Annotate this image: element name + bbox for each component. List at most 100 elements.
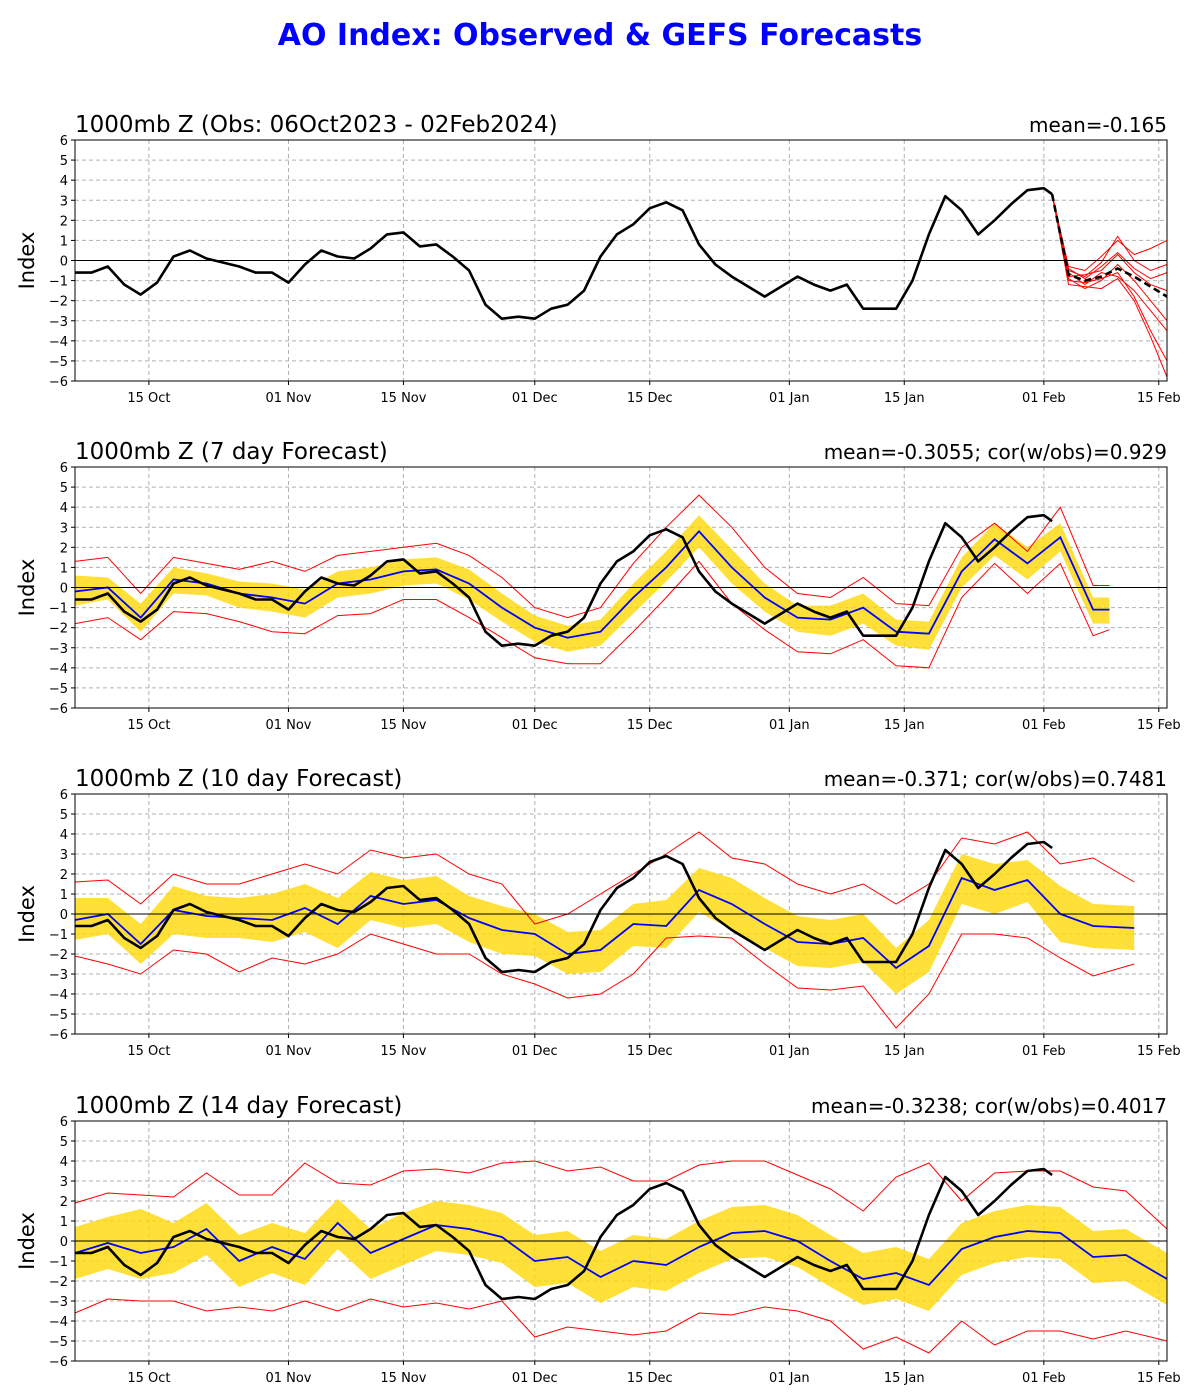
y-tick-label: −3	[49, 642, 68, 657]
panel-stat: mean=-0.371; cor(w/obs)=0.7481	[824, 767, 1167, 791]
x-tick-label: 15 Oct	[127, 391, 170, 406]
y-tick-label: −4	[49, 662, 68, 677]
x-tick-label: 15 Dec	[627, 1371, 673, 1386]
y-axis-label: Index	[15, 1212, 39, 1270]
y-tick-label: −1	[49, 602, 68, 617]
y-tick-label: 3	[60, 194, 68, 209]
panel-stat: mean=-0.165	[1029, 113, 1167, 137]
y-tick-label: 3	[60, 521, 68, 536]
y-tick-label: −2	[49, 948, 68, 963]
ensemble-member-line	[1051, 194, 1168, 272]
x-tick-label: 15 Dec	[627, 718, 673, 733]
x-tick-label: 01 Dec	[512, 718, 558, 733]
y-tick-label: −4	[49, 988, 68, 1003]
y-tick-label: −5	[49, 1008, 68, 1023]
panel-stat: mean=-0.3055; cor(w/obs)=0.929	[824, 440, 1167, 464]
y-tick-label: 6	[60, 1115, 68, 1130]
y-tick-label: 1	[60, 1215, 68, 1230]
y-tick-label: −3	[49, 968, 68, 983]
ensemble-spread-band	[75, 1199, 1167, 1311]
observed-ao-line	[75, 513, 1053, 647]
y-tick-label: −2	[49, 622, 68, 637]
x-tick-label: 01 Nov	[265, 1371, 311, 1386]
x-tick-label: 15 Jan	[884, 718, 925, 733]
ensemble-mean-line	[74, 529, 1110, 639]
y-tick-label: −6	[49, 702, 68, 717]
x-tick-label: 01 Feb	[1022, 1044, 1066, 1059]
y-tick-label: −6	[49, 375, 68, 390]
y-tick-label: 6	[60, 134, 68, 149]
x-tick-label: 15 Jan	[884, 391, 925, 406]
panel-observed: 1000mb Z (Obs: 06Oct2023 - 02Feb2024) me…	[15, 112, 1181, 406]
page-title: AO Index: Observed & GEFS Forecasts	[277, 18, 923, 53]
x-tick-label: 01 Dec	[512, 1371, 558, 1386]
y-tick-label: −1	[49, 275, 68, 290]
y-axis-label: Index	[15, 885, 39, 943]
y-tick-label: −1	[49, 928, 68, 943]
ensemble-mean-dashed-line	[1050, 193, 1168, 298]
x-tick-label: 15 Dec	[627, 391, 673, 406]
y-tick-label: 1	[60, 234, 68, 249]
y-tick-label: 5	[60, 481, 68, 496]
x-tick-label: 01 Nov	[265, 391, 311, 406]
x-tick-label: 15 Nov	[380, 718, 426, 733]
observed-ao-line	[75, 1167, 1053, 1301]
y-tick-label: 4	[60, 501, 68, 516]
x-tick-label: 15 Jan	[884, 1371, 925, 1386]
ensemble-max-line	[74, 1160, 1168, 1230]
x-tick-label: 15 Nov	[380, 391, 426, 406]
y-tick-label: 1	[60, 561, 68, 576]
y-tick-label: −6	[49, 1028, 68, 1043]
ensemble-member-line	[1051, 194, 1168, 362]
x-tick-label: 15 Feb	[1137, 718, 1181, 733]
y-tick-label: 3	[60, 1175, 68, 1190]
ensemble-member-line	[1051, 194, 1168, 332]
ensemble-spread-band	[75, 854, 1135, 994]
panel-title: 1000mb Z (10 day Forecast)	[75, 766, 402, 792]
ensemble-member-line	[1051, 194, 1168, 292]
panel-stat: mean=-0.3238; cor(w/obs)=0.4017	[811, 1094, 1167, 1118]
ensemble-min-line	[74, 933, 1135, 1029]
observed-ao-line	[75, 840, 1053, 974]
x-tick-label: 01 Jan	[769, 1044, 810, 1059]
y-tick-label: −4	[49, 1315, 68, 1330]
y-tick-label: 2	[60, 868, 68, 883]
y-tick-label: −5	[49, 682, 68, 697]
panel-10-day-forecast: 1000mb Z (10 day Forecast) mean=-0.371; …	[15, 766, 1181, 1059]
panel-7-day-forecast: 1000mb Z (7 day Forecast) mean=-0.3055; …	[15, 439, 1181, 733]
y-tick-label: 2	[60, 214, 68, 229]
x-tick-label: 01 Feb	[1022, 391, 1066, 406]
x-tick-label: 15 Oct	[127, 1044, 170, 1059]
ensemble-max-line	[74, 494, 1110, 619]
x-tick-label: 15 Feb	[1137, 391, 1181, 406]
x-tick-label: 15 Nov	[380, 1044, 426, 1059]
y-tick-label: −4	[49, 335, 68, 350]
panel-title: 1000mb Z (7 day Forecast)	[75, 439, 388, 465]
x-tick-label: 15 Oct	[127, 1371, 170, 1386]
x-tick-label: 15 Feb	[1137, 1044, 1181, 1059]
y-tick-label: −2	[49, 1275, 68, 1290]
ensemble-member-line	[1051, 194, 1168, 280]
y-tick-label: 0	[60, 255, 68, 270]
ensemble-member-line	[1051, 194, 1168, 322]
y-tick-label: 5	[60, 1135, 68, 1150]
ensemble-mean-line	[74, 876, 1135, 970]
panel-title: 1000mb Z (14 day Forecast)	[75, 1093, 402, 1119]
y-tick-label: 6	[60, 788, 68, 803]
x-tick-label: 15 Jan	[884, 1044, 925, 1059]
observed-ao-line	[75, 186, 1053, 320]
y-tick-label: 5	[60, 154, 68, 169]
ensemble-member-line	[1051, 194, 1168, 378]
y-tick-label: −2	[49, 295, 68, 310]
x-tick-label: 01 Nov	[265, 1044, 311, 1059]
ensemble-min-line	[74, 1298, 1168, 1354]
y-tick-label: 6	[60, 461, 68, 476]
y-tick-label: −6	[49, 1355, 68, 1370]
x-tick-label: 15 Feb	[1137, 1371, 1181, 1386]
y-tick-label: 4	[60, 1155, 68, 1170]
x-tick-label: 01 Feb	[1022, 1371, 1066, 1386]
x-tick-label: 01 Dec	[512, 1044, 558, 1059]
y-tick-label: 1	[60, 888, 68, 903]
y-tick-label: 2	[60, 1195, 68, 1210]
